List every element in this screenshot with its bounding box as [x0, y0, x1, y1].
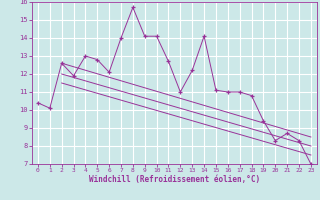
X-axis label: Windchill (Refroidissement éolien,°C): Windchill (Refroidissement éolien,°C)	[89, 175, 260, 184]
